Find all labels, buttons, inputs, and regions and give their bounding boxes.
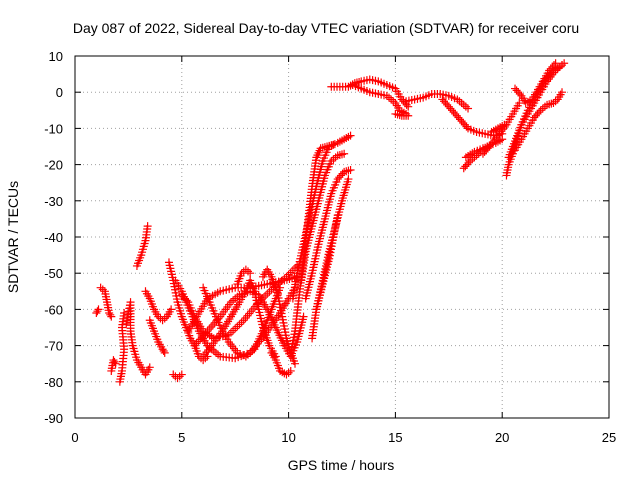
data-point [160, 348, 169, 357]
series-s4 [115, 309, 129, 386]
series-markers [439, 97, 504, 140]
data-point [94, 305, 103, 314]
x-tick-label: 10 [281, 430, 295, 445]
series-s3 [107, 356, 120, 375]
y-tick-label: 10 [49, 49, 63, 64]
data-point [241, 265, 250, 274]
series-markers [393, 110, 411, 120]
series-s25 [312, 211, 342, 314]
series-markers [185, 273, 299, 333]
y-tick-label: -70 [44, 339, 63, 354]
x-tick-label: 5 [178, 430, 185, 445]
series-markers [512, 90, 565, 152]
series-markers [313, 214, 342, 311]
series-markers [200, 279, 279, 359]
series-s38 [511, 59, 560, 108]
data-point [92, 309, 101, 318]
series-markers [200, 286, 283, 360]
data-point [346, 166, 355, 175]
x-tick-label: 15 [388, 430, 402, 445]
series-s6 [132, 222, 152, 270]
data-point [493, 131, 502, 140]
series-markers [107, 357, 119, 373]
x-tick-label: 0 [71, 430, 78, 445]
x-ticks: 0 5 10 15 20 25 [71, 56, 616, 445]
series-s36 [504, 61, 567, 162]
data-point [333, 151, 342, 160]
series-markers [351, 82, 408, 117]
series-s22 [297, 149, 349, 285]
series-markers [146, 318, 168, 356]
y-tick-label: 0 [56, 85, 63, 100]
series-s30 [438, 95, 507, 140]
series-markers [268, 351, 293, 378]
series-markers [142, 289, 174, 323]
data-point [560, 59, 569, 68]
series-s21 [288, 131, 355, 303]
series-s29 [402, 90, 473, 113]
series-markers [404, 90, 470, 111]
data-point [107, 312, 116, 321]
data-point [543, 100, 552, 109]
x-tick-label: 20 [495, 430, 509, 445]
series-s1 [92, 305, 103, 318]
series-markers [122, 301, 153, 377]
series-markers [297, 150, 346, 282]
series-s13 [184, 272, 302, 336]
series-s17 [233, 265, 255, 289]
data-point [340, 149, 349, 158]
data-point [173, 374, 182, 383]
plot-series [92, 59, 569, 386]
chart-title: Day 087 of 2022, Sidereal Day-to-day VTE… [73, 20, 579, 36]
series-markers [289, 132, 353, 300]
series-markers [98, 285, 115, 319]
series-s8 [145, 316, 169, 357]
data-point [96, 283, 105, 292]
data-point [169, 370, 178, 379]
y-tick-label: -20 [44, 158, 63, 173]
series-s33 [478, 99, 524, 158]
series-s9 [164, 258, 212, 365]
data-point [464, 104, 473, 113]
y-tick-label: -90 [44, 411, 63, 426]
series-s16 [199, 283, 285, 361]
x-axis-label: GPS time / hours [288, 457, 395, 473]
series-s5 [122, 298, 154, 379]
series-s28 [391, 109, 413, 120]
data-point [459, 100, 468, 109]
y-tick-label: -50 [44, 266, 63, 281]
series-markers [134, 225, 152, 268]
series-s2 [96, 283, 116, 321]
data-point [158, 316, 167, 325]
series-s34 [487, 120, 509, 137]
series-markers [505, 62, 564, 159]
series-s23 [301, 166, 355, 303]
data-point [549, 99, 558, 108]
y-axis-label: SDTVAR / TECUs [5, 181, 21, 293]
series-markers [93, 307, 102, 316]
y-tick-label: -60 [44, 302, 63, 317]
series-markers [234, 267, 253, 286]
series-s26 [327, 75, 413, 111]
series-markers [480, 101, 522, 156]
series-markers [489, 121, 507, 135]
series-s37 [511, 88, 567, 155]
data-point [177, 370, 186, 379]
series-markers [512, 61, 558, 106]
y-ticks: -90 -80 -70 -60 -50 -40 -30 -20 -10 0 10 [44, 49, 609, 426]
y-tick-label: -80 [44, 375, 63, 390]
series-markers [302, 166, 353, 300]
data-point [246, 269, 255, 278]
series-markers [116, 311, 128, 384]
series-s19 [267, 348, 295, 379]
x-tick-label: 25 [602, 430, 616, 445]
y-tick-label: -10 [44, 121, 63, 136]
series-markers [165, 261, 210, 363]
series-s7 [141, 287, 176, 325]
series-markers [171, 372, 184, 381]
y-tick-label: -30 [44, 194, 63, 209]
y-tick-label: -40 [44, 230, 63, 245]
series-s10 [169, 370, 186, 383]
